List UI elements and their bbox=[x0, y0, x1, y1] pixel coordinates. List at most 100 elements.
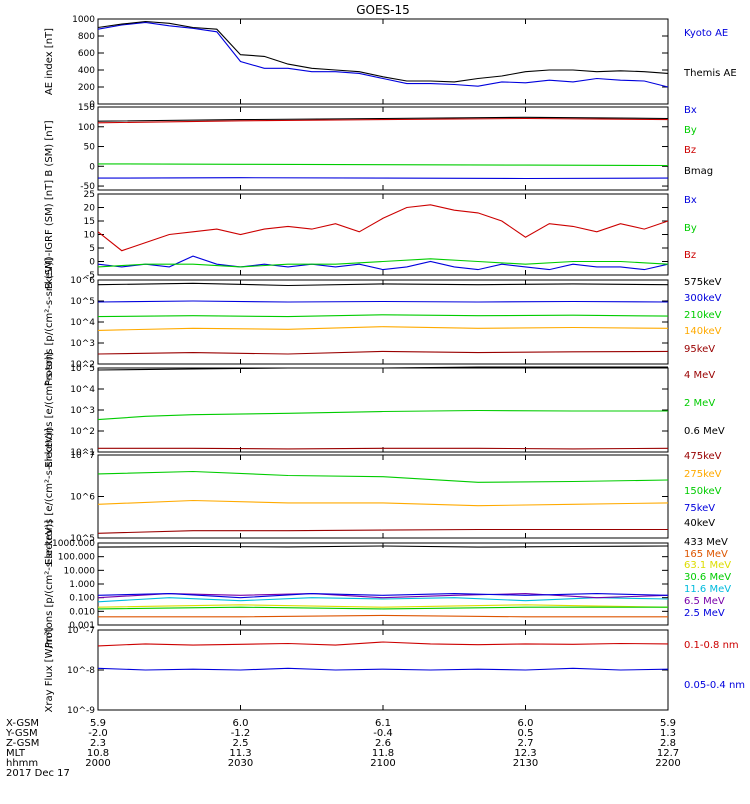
y-tick-label: 1.000 bbox=[69, 580, 95, 590]
y-axis-label: AE index [nT] bbox=[44, 28, 55, 95]
footer-value: 2.7 bbox=[518, 738, 534, 749]
series-line-300kev bbox=[97, 300, 669, 303]
legend-label: 275keV bbox=[684, 469, 722, 480]
legend-label: Bx bbox=[684, 105, 697, 116]
y-tick-label: 10^2 bbox=[70, 427, 95, 437]
y-axis-label: Xray Flux [W/m²] bbox=[44, 627, 55, 712]
legend-label: 75keV bbox=[684, 503, 715, 514]
y-axis-label: Protons [p/(cm²-s-sr-keV)] bbox=[44, 520, 55, 648]
footer-value: 2000 bbox=[85, 758, 110, 769]
footer-value: 1.3 bbox=[660, 728, 676, 739]
legend-label: Kyoto AE bbox=[684, 28, 728, 39]
panel-frame bbox=[97, 367, 669, 453]
y-tick-label: -50 bbox=[80, 182, 95, 192]
y-tick-label: 0 bbox=[89, 162, 95, 172]
footer-value: 12.3 bbox=[514, 748, 536, 759]
y-tick-label: 1000 bbox=[72, 15, 95, 25]
legend-label: 300keV bbox=[684, 293, 722, 304]
footer-value: 11.8 bbox=[372, 748, 394, 759]
legend-label: 40keV bbox=[684, 518, 715, 529]
footer-value: 6.1 bbox=[375, 718, 391, 729]
legend-label: 0.05-0.4 nm bbox=[684, 680, 745, 691]
footer-value: -2.0 bbox=[88, 728, 108, 739]
series-line-4-mev bbox=[98, 447, 669, 450]
y-tick-label: 10^-7 bbox=[67, 626, 95, 636]
legend-label: Bx bbox=[684, 195, 697, 206]
y-tick-label: 15 bbox=[84, 217, 95, 227]
legend-label: 4 MeV bbox=[684, 370, 715, 381]
y-tick-label: 25 bbox=[84, 190, 95, 200]
y-tick-label: 50 bbox=[84, 143, 96, 153]
footer-value: 2130 bbox=[513, 758, 538, 769]
series-line-0-1-0-8-nm bbox=[97, 641, 669, 647]
y-tick-label: 10^-9 bbox=[67, 706, 95, 716]
series-line-63-1-mev bbox=[97, 604, 669, 608]
series-line-2-mev bbox=[97, 409, 668, 421]
y-tick-label: 10^2 bbox=[70, 360, 95, 370]
y-tick-label: 10^1 bbox=[70, 448, 95, 458]
panel-frame bbox=[97, 18, 669, 105]
panel-2: -50 0 50 100 150 B (SM) [nT] Bx By Bz Bmag bbox=[44, 103, 713, 192]
series-line-30-6-mev bbox=[97, 606, 668, 610]
y-axis-label: Electrons [e/(cm²-s-sr)] bbox=[44, 352, 55, 468]
series-line-433-mev bbox=[97, 545, 669, 548]
footer-value: 6.0 bbox=[518, 718, 534, 729]
footer-value: -1.2 bbox=[231, 728, 251, 739]
y-axis-label: Electrons [e/(cm²-s-sr-keV)] bbox=[44, 428, 55, 565]
series-line-bz bbox=[97, 117, 669, 124]
series-line-575kev bbox=[97, 282, 669, 287]
footer-value: 2200 bbox=[655, 758, 680, 769]
panel-6: 10^5 10^6 10^7 Electrons [e/(cm²-s-sr-keV)]… bbox=[44, 428, 722, 565]
y-tick-label: 10^6 bbox=[70, 276, 95, 286]
panel-frame bbox=[97, 193, 669, 276]
y-tick-label: 10^4 bbox=[70, 385, 95, 395]
footer-value: 5.9 bbox=[660, 718, 676, 729]
legend-label: 95keV bbox=[684, 344, 715, 355]
y-axis-label: B (SM)-IGRF (SM) [nT] bbox=[44, 180, 55, 289]
y-tick-label: 0.001 bbox=[69, 621, 95, 631]
panel-frame bbox=[97, 454, 669, 539]
y-tick-label: 10.000 bbox=[64, 566, 96, 576]
y-tick-label: 20 bbox=[84, 204, 96, 214]
legend-label: 475keV bbox=[684, 451, 722, 462]
panel-5: 10^1 10^2 10^3 10^4 10^5 Electrons [e/(cm²-s-… bbox=[44, 352, 725, 468]
y-axis-label: Protons [p/(cm²-s-sr-keV)] bbox=[44, 258, 55, 386]
legend-label: 11.6 MeV bbox=[684, 584, 731, 595]
series-line-275kev bbox=[97, 499, 669, 507]
panel-4: 10^2 10^3 10^4 10^5 10^6 Protons [p/(cm²-s-sr… bbox=[44, 258, 722, 386]
legend-label: 210keV bbox=[684, 310, 722, 321]
legend-label: Bmag bbox=[684, 166, 713, 177]
y-tick-label: 10^7 bbox=[70, 451, 95, 461]
y-tick-label: 0 bbox=[89, 100, 95, 110]
legend-label: Bz bbox=[684, 145, 696, 156]
series-line-bx bbox=[97, 255, 669, 271]
legend-label: 150keV bbox=[684, 486, 722, 497]
y-axis-label: B (SM) [nT] bbox=[44, 120, 55, 176]
footer-value: 10.8 bbox=[87, 748, 109, 759]
legend-label: 0.1-0.8 nm bbox=[684, 640, 739, 651]
y-tick-label: 10^6 bbox=[70, 493, 95, 503]
y-tick-label: 10^5 bbox=[70, 364, 95, 374]
series-line-11-6-mev bbox=[97, 597, 669, 603]
series-line-6-5-mev bbox=[97, 593, 669, 599]
series-line-kyoto-ae bbox=[97, 21, 669, 88]
series-line-0-6-mev bbox=[97, 366, 668, 371]
legend-label: 140keV bbox=[684, 326, 722, 337]
series-line-bx bbox=[97, 177, 669, 180]
y-tick-label: 1000.000 bbox=[52, 539, 95, 549]
footer-value: 2.8 bbox=[660, 738, 676, 749]
footer-row-label: 2017 Dec 17 bbox=[6, 768, 70, 779]
y-tick-label: 10^-8 bbox=[67, 666, 95, 676]
y-tick-label: 600 bbox=[78, 49, 95, 59]
y-tick-label: 100 bbox=[78, 123, 95, 133]
series-line-themis-ae bbox=[97, 20, 669, 83]
footer-value: 5.9 bbox=[90, 718, 106, 729]
y-tick-label: 0.100 bbox=[69, 594, 95, 604]
series-line-by bbox=[97, 163, 669, 167]
y-tick-label: 10 bbox=[84, 231, 96, 241]
panel-1: 0 200 400 600 800 1000 AE index [nT] Kyoto AE Th… bbox=[44, 15, 737, 110]
chart-title: GOES-15 bbox=[356, 3, 410, 17]
footer-value: 2030 bbox=[228, 758, 253, 769]
